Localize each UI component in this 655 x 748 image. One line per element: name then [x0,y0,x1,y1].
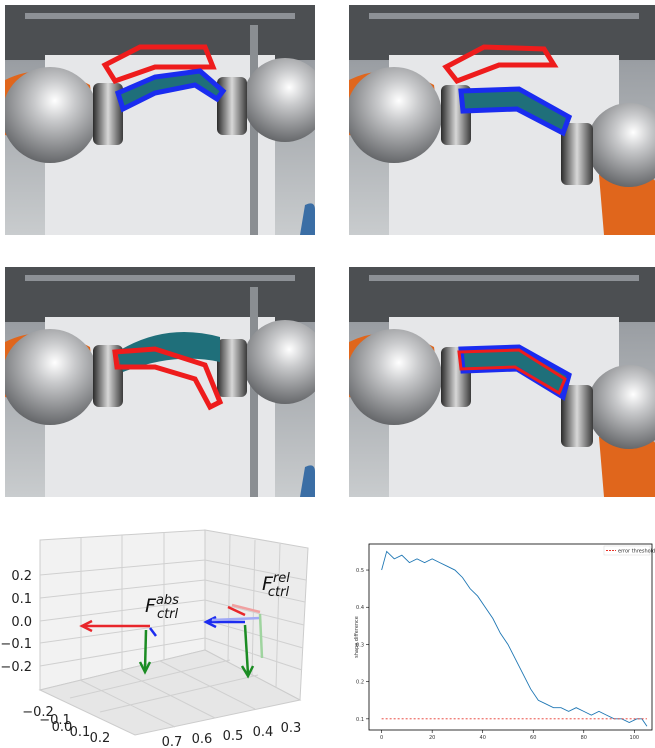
y-tick-label: 0.0 [52,720,73,735]
x-tick-label: 100 [630,735,640,741]
y-axis-label: shape difference [354,616,360,658]
x-tick-label: 20 [429,735,435,741]
z-tick-label: −0.1 [0,637,32,652]
photo-panel [349,5,655,235]
z-tick-label: 0.2 [11,569,32,584]
x-tick-label: 0.5 [223,729,244,744]
y-tick-label: −0.2 [22,705,54,720]
x-tick-label: 80 [581,735,587,741]
y-tick-label: 0.1 [356,717,364,723]
x-tick-label: 0.7 [162,735,183,748]
frame-plot [38,529,309,736]
frame-symbol: F [262,573,274,595]
frame-sub: ctrl [268,585,290,600]
y-tick-label: 0.1 [70,725,91,740]
plot-frame [368,543,653,731]
frame-sub: ctrl [157,607,179,622]
photo-panel [349,267,655,497]
y-tick-label: 0.2 [90,731,111,746]
x-tick-label: 0.6 [192,732,213,747]
z-tick-label: 0.0 [11,615,32,630]
legend-label: error threshold [618,548,655,554]
y-tick-label: 0.5 [356,568,364,574]
frame-sup: rel [273,571,290,586]
frame-label: Frel ctrl [262,571,290,600]
x-tick-label: 0.3 [281,721,302,736]
z-tick-label: −0.2 [0,660,32,675]
photo-panel [5,267,315,497]
z-tick-label: 0.1 [11,592,32,607]
frame-label: Fabs ctrl [145,593,179,622]
photo-panel [5,5,315,235]
y-tick-label: 0.2 [356,680,364,686]
legend-box [603,545,651,556]
x-tick-label: 40 [480,735,486,741]
x-tick-label: 0.4 [253,725,274,740]
y-tick-label: 0.3 [356,642,364,648]
y-tick-label: 0.4 [356,605,364,611]
series-line [381,550,648,727]
x-tick-label: 0 [380,735,383,741]
frame-sup: abs [156,593,179,608]
x-tick-label: 60 [530,735,536,741]
frame-symbol: F [145,595,157,617]
y-tick-label: −0.1 [39,713,71,728]
